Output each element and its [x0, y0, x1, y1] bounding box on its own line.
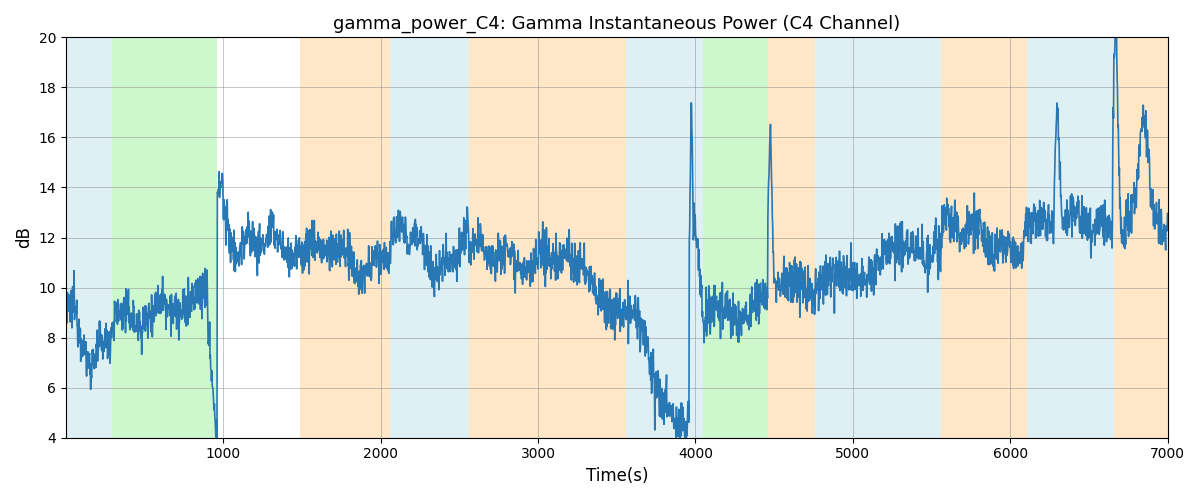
Bar	[390, 38, 469, 438]
Bar	[66, 38, 112, 438]
Bar	[703, 38, 768, 438]
Bar	[1114, 38, 1168, 438]
Bar	[1027, 38, 1114, 438]
Bar	[815, 38, 941, 438]
Bar	[300, 38, 390, 438]
Bar	[112, 38, 217, 438]
Bar	[768, 38, 815, 438]
X-axis label: Time(s): Time(s)	[586, 467, 648, 485]
Title: gamma_power_C4: Gamma Instantaneous Power (C4 Channel): gamma_power_C4: Gamma Instantaneous Powe…	[334, 15, 900, 34]
Bar	[469, 38, 626, 438]
Y-axis label: dB: dB	[14, 226, 32, 248]
Bar	[941, 38, 1027, 438]
Bar	[626, 38, 703, 438]
